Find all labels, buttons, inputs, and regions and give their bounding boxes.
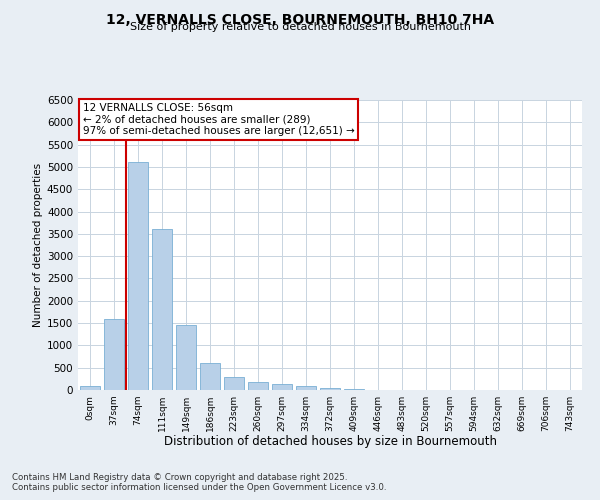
Bar [224,376,244,390]
Bar [80,386,100,390]
Bar [320,388,340,390]
Y-axis label: Number of detached properties: Number of detached properties [33,163,43,327]
Bar [344,389,364,390]
Bar [248,382,268,390]
Text: Contains public sector information licensed under the Open Government Licence v3: Contains public sector information licen… [12,484,386,492]
X-axis label: Distribution of detached houses by size in Bournemouth: Distribution of detached houses by size … [163,436,497,448]
Bar [272,384,292,390]
Bar [128,162,148,390]
Text: Size of property relative to detached houses in Bournemouth: Size of property relative to detached ho… [130,22,470,32]
Text: 12, VERNALLS CLOSE, BOURNEMOUTH, BH10 7HA: 12, VERNALLS CLOSE, BOURNEMOUTH, BH10 7H… [106,12,494,26]
Text: 12 VERNALLS CLOSE: 56sqm
← 2% of detached houses are smaller (289)
97% of semi-d: 12 VERNALLS CLOSE: 56sqm ← 2% of detache… [83,103,355,136]
Bar [152,230,172,390]
Text: Contains HM Land Registry data © Crown copyright and database right 2025.: Contains HM Land Registry data © Crown c… [12,472,347,482]
Bar [296,386,316,390]
Bar [104,318,124,390]
Bar [176,326,196,390]
Bar [200,363,220,390]
